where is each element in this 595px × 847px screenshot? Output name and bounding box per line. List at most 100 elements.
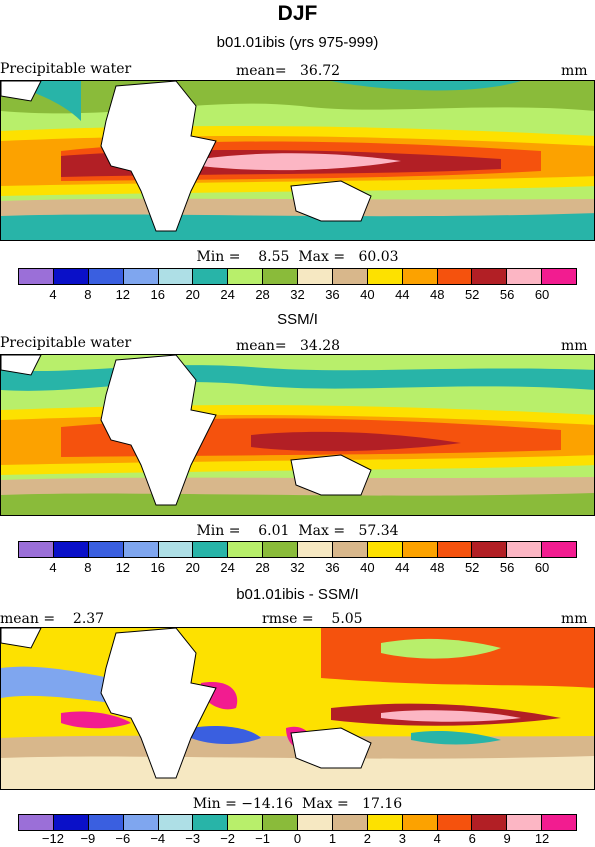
tick-label: 4 — [49, 287, 57, 302]
colorbar-swatch — [542, 542, 576, 557]
colorbar-swatch — [19, 542, 54, 557]
colorbar-swatch — [193, 815, 229, 830]
tick-label: 8 — [84, 287, 92, 302]
colorbar-swatch — [53, 269, 89, 284]
colorbar-swatch — [437, 542, 473, 557]
colorbar-swatch — [88, 542, 124, 557]
colorbar-swatch — [123, 542, 159, 557]
colorbar-swatch — [19, 269, 54, 284]
tick-label: 56 — [499, 287, 515, 302]
tick-label: −3 — [185, 831, 201, 846]
tick-label: 8 — [84, 560, 92, 575]
colorbar-swatch — [332, 269, 368, 284]
panel-2-subtitle: SSM/I — [277, 311, 318, 328]
panel-1-min-max: Min = 8.55 Max = 60.03 — [196, 249, 399, 265]
tick-label: 2 — [363, 831, 371, 846]
tick-label: 4 — [433, 831, 441, 846]
tick-label: −1 — [255, 831, 270, 846]
panel-3-colorbar-ticks: −12 −9 −6 −4 −3 −2 −1 0 1 2 3 4 6 9 12 — [18, 831, 577, 847]
tick-label: −9 — [80, 831, 96, 846]
colorbar-swatch — [507, 542, 543, 557]
tick-label: −4 — [150, 831, 166, 846]
tick-label: −12 — [41, 831, 64, 846]
tick-label: 56 — [499, 560, 515, 575]
panel-3-map — [0, 627, 595, 790]
panel-1-units-label: mm — [561, 63, 588, 79]
panel-3-rmse-label: rmse = 5.05 — [262, 611, 363, 627]
panel-2-variable-label: Precipitable water — [0, 335, 132, 351]
colorbar-swatch — [402, 815, 438, 830]
colorbar-swatch — [53, 815, 89, 830]
colorbar-swatch — [263, 815, 298, 830]
colorbar-swatch — [472, 542, 508, 557]
tick-label: 32 — [290, 560, 305, 575]
colorbar-swatch — [158, 542, 194, 557]
colorbar-swatch — [507, 815, 543, 830]
tick-label: 12 — [115, 287, 131, 302]
colorbar-swatch — [367, 542, 403, 557]
colorbar-swatch — [298, 269, 333, 284]
panel-3-min-max: Min = −14.16 Max = 17.16 — [192, 796, 403, 812]
tick-label: 40 — [360, 287, 375, 302]
colorbar-swatch — [367, 815, 403, 830]
tick-label: 48 — [430, 287, 445, 302]
colorbar-swatch — [228, 815, 264, 830]
colorbar-swatch — [507, 269, 543, 284]
tick-label: 0 — [293, 831, 302, 846]
panel-2-map — [0, 354, 595, 516]
colorbar-swatch — [298, 542, 333, 557]
tick-label: 52 — [464, 560, 480, 575]
colorbar-swatch — [542, 815, 576, 830]
tick-label: 20 — [185, 560, 200, 575]
panel-3-subtitle: b01.01ibis - SSM/I — [236, 586, 359, 603]
tick-label: 48 — [430, 560, 445, 575]
colorbar-swatch — [228, 269, 264, 284]
tick-label: 4 — [49, 560, 57, 575]
panel-2-colorbar — [18, 541, 577, 558]
colorbar-swatch — [332, 542, 368, 557]
colorbar-swatch — [158, 815, 194, 830]
figure-title: DJF — [277, 2, 318, 25]
colorbar-swatch — [437, 269, 473, 284]
colorbar-swatch — [402, 269, 438, 284]
tick-label: 44 — [395, 287, 410, 302]
colorbar-swatch — [88, 269, 124, 284]
tick-label: 24 — [220, 287, 235, 302]
tick-label: 12 — [534, 831, 550, 846]
colorbar-swatch — [263, 542, 298, 557]
panel-1-colorbar — [18, 268, 577, 285]
colorbar-swatch — [437, 815, 473, 830]
colorbar-swatch — [88, 815, 124, 830]
colorbar-swatch — [19, 815, 54, 830]
panel-1-mean-label: mean= 36.72 — [236, 63, 341, 79]
panel-1-variable-label: Precipitable water — [0, 61, 132, 77]
panel-1-subtitle: b01.01ibis (yrs 975-999) — [216, 34, 379, 51]
colorbar-swatch — [472, 815, 508, 830]
tick-label: 28 — [255, 287, 270, 302]
colorbar-swatch — [263, 269, 298, 284]
tick-label: 24 — [220, 560, 235, 575]
tick-label: 1 — [328, 831, 337, 846]
tick-label: 20 — [185, 287, 200, 302]
colorbar-swatch — [158, 269, 194, 284]
colorbar-swatch — [193, 269, 229, 284]
panel-1-map — [0, 80, 595, 241]
tick-label: 9 — [503, 831, 511, 846]
tick-label: 12 — [115, 560, 131, 575]
tick-label: 52 — [464, 287, 480, 302]
colorbar-swatch — [193, 542, 229, 557]
panel-1-colorbar-ticks: 4 8 12 16 20 24 28 32 36 40 44 48 52 56 … — [18, 287, 577, 303]
colorbar-swatch — [123, 269, 159, 284]
tick-label: 28 — [255, 560, 270, 575]
tick-label: 16 — [150, 560, 165, 575]
panel-2-colorbar-ticks: 4 8 12 16 20 24 28 32 36 40 44 48 52 56 … — [18, 560, 577, 576]
panel-2-mean-label: mean= 34.28 — [236, 338, 341, 354]
panel-3-colorbar — [18, 814, 577, 831]
colorbar-swatch — [53, 542, 89, 557]
colorbar-swatch — [228, 542, 264, 557]
colorbar-swatch — [123, 815, 159, 830]
tick-label: 44 — [395, 560, 410, 575]
panel-3-units-label: mm — [561, 611, 588, 627]
panel-3-mean-label: mean = 2.37 — [0, 611, 105, 627]
panel-2-units-label: mm — [561, 338, 588, 354]
